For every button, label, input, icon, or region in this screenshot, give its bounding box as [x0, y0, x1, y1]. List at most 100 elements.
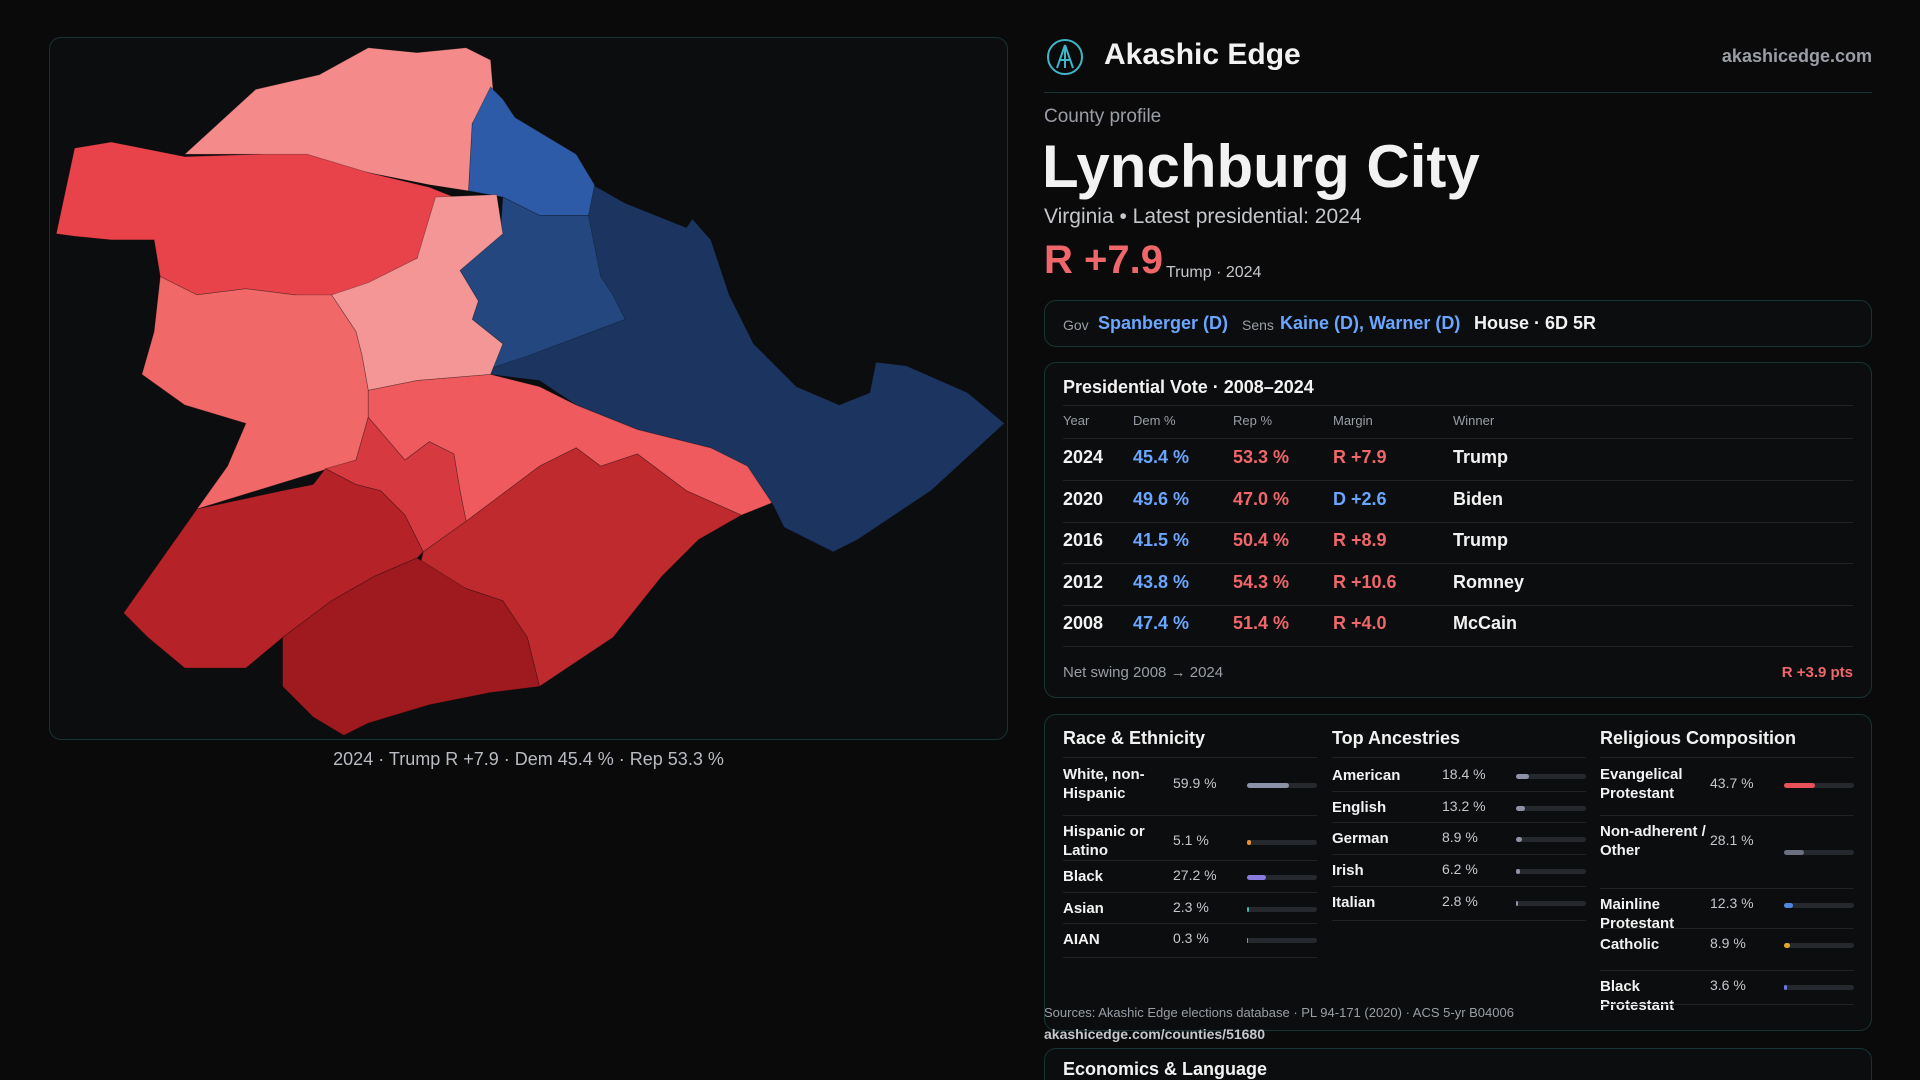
- sens-label: Sens: [1242, 317, 1274, 333]
- row-label: Black Protestant: [1600, 978, 1675, 1014]
- row-label: Italian: [1332, 894, 1376, 911]
- row-value: 2.3 %: [1173, 899, 1209, 915]
- presidential-panel: Presidential Vote · 2008–2024 Net swing …: [1044, 362, 1872, 698]
- panel-title: Economics & Language: [1063, 1059, 1268, 1079]
- section-divider: [1063, 757, 1317, 758]
- row-value: 8.9 %: [1710, 935, 1746, 951]
- precinct: [459, 196, 626, 369]
- governor: Spanberger (D): [1098, 313, 1229, 333]
- precinct: [282, 557, 540, 736]
- bar-track: [1247, 783, 1317, 788]
- row-label: Hispanic or Latino: [1063, 823, 1145, 859]
- percent-bar: [1516, 806, 1526, 811]
- section-title: Religious Composition: [1600, 728, 1796, 748]
- bar-track: [1247, 907, 1317, 912]
- row-label: AIAN: [1063, 931, 1100, 948]
- row-value: 27.2 %: [1173, 867, 1217, 883]
- column-header: Rep %: [1233, 413, 1273, 428]
- bar-track: [1516, 806, 1586, 811]
- row-divider: [1063, 405, 1853, 406]
- bar-track: [1784, 943, 1854, 948]
- table-cell: McCain: [1453, 613, 1518, 634]
- column-header: Year: [1063, 413, 1090, 428]
- percent-bar: [1247, 875, 1267, 880]
- table-cell: R +10.6: [1333, 571, 1397, 592]
- row-label: Asian: [1063, 900, 1104, 917]
- table-cell: Biden: [1453, 488, 1504, 509]
- row-value: 59.9 %: [1173, 775, 1217, 791]
- table-cell: 2020: [1063, 488, 1104, 509]
- table-cell: 45.4 %: [1133, 447, 1190, 467]
- page-url[interactable]: akashicedge.com/counties/51680: [1044, 1026, 1265, 1042]
- swing: R +3.9 pts: [1781, 664, 1853, 681]
- table-cell: R +4.0: [1333, 613, 1387, 634]
- row-label: American: [1332, 767, 1401, 784]
- row-divider: [1600, 888, 1854, 889]
- row-value: 43.7 %: [1710, 775, 1754, 791]
- row-divider: [1600, 970, 1854, 971]
- section-divider: [1600, 757, 1854, 758]
- row-divider: [1063, 892, 1317, 893]
- table-cell: Trump: [1453, 530, 1509, 551]
- divider: [1044, 92, 1872, 93]
- table-cell: 2024: [1063, 447, 1104, 467]
- row-label: German: [1332, 830, 1389, 847]
- eyebrow: County profile: [1044, 106, 1162, 127]
- row-divider: [1600, 815, 1854, 816]
- officials-panel: Gov Spanberger (D) Sens Kaine (D), Warne…: [1044, 300, 1872, 347]
- row-value: 5.1 %: [1173, 832, 1209, 848]
- section-title: Top Ancestries: [1332, 728, 1461, 748]
- house: House · 6D 5R: [1474, 313, 1597, 333]
- row-divider: [1332, 791, 1586, 792]
- row-divider: [1063, 923, 1317, 924]
- section-title: Race & Ethnicity: [1063, 728, 1206, 748]
- row-divider: [1063, 860, 1317, 861]
- table-cell: 43.8 %: [1133, 571, 1190, 592]
- row-label: Evangelical Protestant: [1600, 766, 1683, 802]
- row-divider: [1063, 438, 1853, 439]
- site-link[interactable]: akashicedge.com: [1721, 46, 1872, 66]
- bar-track: [1516, 774, 1586, 779]
- bar-track: [1516, 869, 1586, 874]
- bar-track: [1247, 938, 1317, 943]
- table-cell: D +2.6: [1333, 488, 1387, 509]
- county-map: [55, 47, 1005, 736]
- row-divider: [1332, 854, 1586, 855]
- margin-note: Trump · 2024: [1166, 264, 1262, 281]
- row-divider: [1063, 604, 1853, 606]
- row-divider: [1063, 480, 1853, 481]
- percent-bar: [1516, 901, 1518, 906]
- percent-bar: [1516, 837, 1523, 842]
- row-divider: [1063, 815, 1317, 816]
- row-divider: [1332, 920, 1586, 921]
- economics-panel: Economics & Language: [1044, 1048, 1872, 1080]
- row-value: 13.2 %: [1442, 798, 1486, 814]
- percent-bar: [1784, 985, 1787, 990]
- brand: Akashic Edge: [1104, 38, 1301, 71]
- column-header: Winner: [1453, 413, 1495, 428]
- row-divider: [1332, 822, 1586, 823]
- row-divider: [1600, 928, 1854, 929]
- percent-bar: [1516, 869, 1521, 874]
- percent-bar: [1784, 943, 1791, 948]
- row-label: Non-adherent / Other: [1600, 823, 1706, 859]
- row-label: Irish: [1332, 862, 1364, 879]
- table-cell: R +8.9: [1333, 530, 1387, 551]
- percent-bar: [1516, 774, 1529, 779]
- map-caption: 2024 · Trump R +7.9 · Dem 45.4 % · Rep 5…: [333, 749, 724, 769]
- column-header: Margin: [1333, 413, 1373, 428]
- panel-title: Presidential Vote · 2008–2024: [1063, 377, 1314, 397]
- row-value: 0.3 %: [1173, 930, 1209, 946]
- map-panel: [49, 37, 1008, 740]
- row-label: Mainline Protestant: [1600, 896, 1675, 932]
- table-cell: 47.4 %: [1133, 613, 1190, 634]
- bar-track: [1784, 903, 1854, 908]
- bar-track: [1247, 840, 1317, 845]
- table-cell: 41.5 %: [1133, 530, 1190, 551]
- row-value: 28.1 %: [1710, 832, 1754, 848]
- row-value: 6.2 %: [1442, 861, 1478, 877]
- percent-bar: [1247, 783, 1289, 788]
- table-cell: 47.0 %: [1233, 488, 1290, 509]
- bar-track: [1784, 985, 1854, 990]
